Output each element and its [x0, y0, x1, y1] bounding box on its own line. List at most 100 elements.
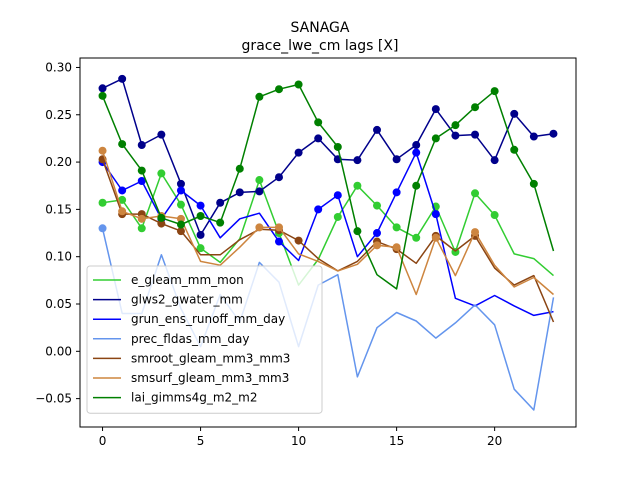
data-point: [412, 141, 421, 150]
data-point: [471, 228, 480, 237]
y-tick-label: 0.30: [45, 60, 72, 74]
legend-entry: grun_ens_runoff_mm_day: [93, 312, 285, 326]
data-point: [255, 187, 264, 196]
data-point: [333, 142, 342, 151]
legend: e_gleam_mm_mon glws2_gwater_mm grun_ens_ru…: [86, 265, 323, 414]
x-tick-label: 15: [389, 434, 404, 448]
data-point: [118, 186, 127, 195]
series-line: [102, 172, 554, 286]
data-point: [471, 189, 480, 198]
data-point: [255, 176, 264, 185]
data-point: [471, 103, 480, 112]
plot-area-frame: [79, 57, 577, 428]
legend-label: e_gleam_mm_mon: [131, 273, 244, 287]
y-tick-label: 0.20: [45, 155, 72, 169]
data-point: [98, 146, 107, 155]
data-point: [157, 213, 166, 222]
data-point: [392, 223, 401, 232]
data-point: [373, 201, 382, 210]
data-point: [353, 227, 362, 236]
data-point: [118, 74, 127, 83]
series-smsurf_gleam_mm3_mm3: [98, 146, 554, 296]
x-tick-label: 5: [197, 434, 205, 448]
data-point: [118, 140, 127, 149]
data-point: [98, 84, 107, 93]
legend-entry: smroot_gleam_mm3_mm3: [93, 351, 290, 365]
data-point: [392, 155, 401, 164]
data-point: [471, 130, 480, 139]
data-point: [98, 91, 107, 100]
data-point: [196, 212, 205, 221]
y-tick-label: 0.00: [45, 344, 72, 358]
series-glws2_gwater_mm: [98, 74, 558, 239]
series-line: [101, 151, 554, 317]
data-point: [549, 129, 558, 138]
data-point: [529, 132, 538, 141]
data-point: [392, 243, 401, 252]
data-point: [216, 218, 225, 227]
data-point: [98, 198, 107, 207]
data-point: [490, 211, 499, 220]
data-point: [196, 201, 205, 210]
x-tick-label: 0: [99, 434, 107, 448]
legend-box: [86, 265, 323, 414]
legend-entry: prec_fldas_mm_day: [93, 332, 250, 346]
data-point: [274, 173, 283, 182]
data-point: [353, 156, 362, 165]
data-point: [373, 229, 382, 238]
data-point: [431, 105, 440, 114]
data-point: [176, 227, 185, 236]
data-point: [431, 134, 440, 143]
data-point: [353, 181, 362, 190]
data-point: [333, 191, 342, 200]
data-point: [137, 166, 146, 175]
legend-label: lai_gimms4g_m2_m2: [131, 391, 258, 405]
data-point: [137, 177, 146, 185]
data-point: [274, 85, 283, 94]
data-point: [490, 156, 499, 165]
data-point: [490, 87, 499, 96]
data-point: [431, 233, 440, 242]
data-point: [294, 80, 303, 89]
data-point: [235, 164, 244, 173]
chart-title: SANAGA: [291, 20, 350, 36]
data-point: [510, 145, 519, 154]
data-point: [314, 134, 323, 143]
data-point: [451, 121, 460, 130]
data-point: [137, 214, 146, 223]
data-point: [137, 141, 146, 150]
data-point: [373, 241, 382, 250]
data-point: [451, 131, 460, 140]
y-tick-label: 0.05: [45, 297, 72, 311]
data-point: [373, 125, 382, 134]
data-point: [431, 210, 440, 219]
y-tick-label: 0.15: [45, 202, 72, 216]
chart-subtitle: grace_lwe_cm lags [X]: [242, 38, 399, 54]
data-point: [314, 118, 323, 127]
data-point: [98, 224, 107, 233]
data-point: [529, 179, 538, 188]
data-point: [176, 200, 185, 209]
series-grun_ens_runoff_mm_day: [98, 148, 554, 317]
data-point: [294, 236, 303, 245]
data-point: [294, 148, 303, 157]
x-axis: 0 5 10 15 20: [99, 427, 502, 448]
data-point: [255, 92, 264, 101]
data-point: [314, 205, 323, 214]
data-point: [412, 233, 421, 242]
data-point: [118, 207, 127, 216]
data-point: [118, 195, 127, 204]
data-point: [176, 179, 185, 188]
data-point: [157, 169, 166, 178]
legend-label: glws2_gwater_mm: [131, 293, 243, 307]
y-tick-label: 0.10: [45, 250, 72, 264]
data-point: [216, 198, 225, 207]
data-point: [157, 219, 166, 228]
legend-entry: glws2_gwater_mm: [93, 293, 243, 307]
data-point: [137, 224, 146, 233]
legend-label: smroot_gleam_mm3_mm3: [131, 351, 290, 365]
x-tick-label: 20: [487, 434, 502, 448]
series-lai_gimms4g_m2_m2: [98, 80, 555, 290]
data-point: [510, 109, 519, 118]
